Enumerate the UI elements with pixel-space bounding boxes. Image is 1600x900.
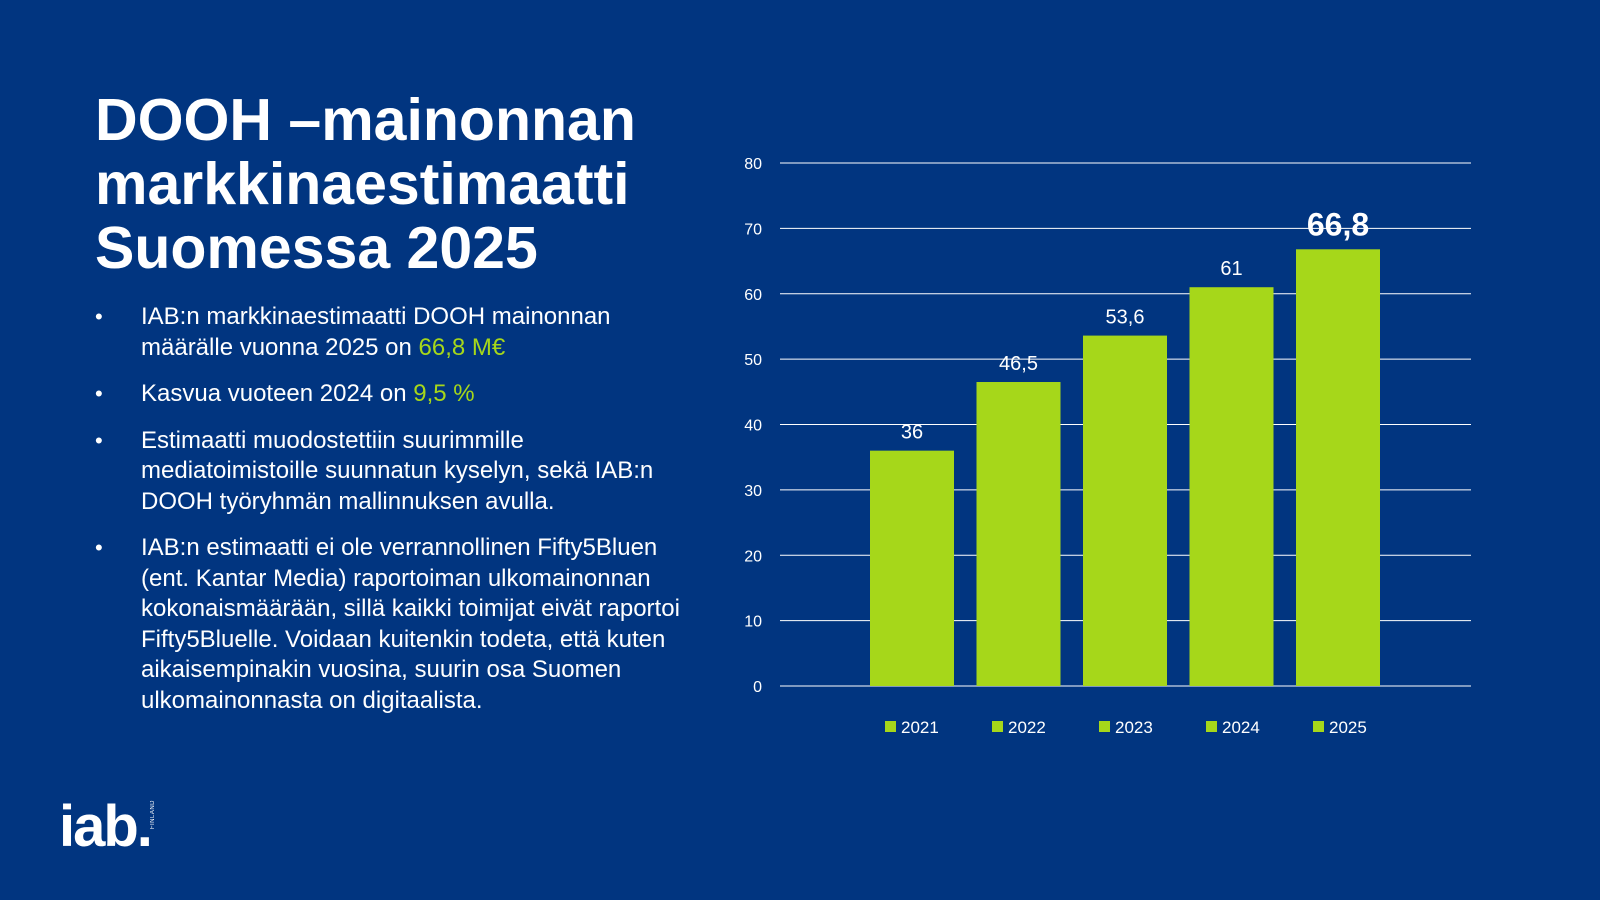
y-tick-label: 0 bbox=[753, 679, 762, 696]
legend-label: 2025 bbox=[1329, 718, 1367, 737]
y-tick-label: 20 bbox=[744, 548, 762, 565]
legend-swatch bbox=[885, 721, 896, 732]
data-label: 66,8 bbox=[1307, 206, 1369, 242]
data-label: 53,6 bbox=[1106, 307, 1145, 329]
bullet-text: IAB:n estimaatti ei ole verrannollinen F… bbox=[141, 534, 680, 714]
bullet-text: Kasvua vuoteen 2024 on bbox=[141, 380, 414, 407]
page-title: DOOH –mainonnan markkinaestimaatti Suome… bbox=[95, 88, 735, 280]
y-tick-label: 10 bbox=[744, 614, 762, 631]
bullet-dot: • bbox=[95, 535, 103, 560]
y-tick-label: 60 bbox=[744, 287, 762, 304]
bullet-item: • IAB:n estimaatti ei ole verrannollinen… bbox=[95, 533, 695, 716]
bullet-item: • Kasvua vuoteen 2024 on 9,5 % bbox=[95, 379, 695, 410]
legend-label: 2021 bbox=[901, 718, 939, 737]
bullet-list: • IAB:n markkinaestimaatti DOOH mainonna… bbox=[95, 302, 695, 732]
legend-label: 2023 bbox=[1115, 718, 1153, 737]
bar bbox=[1189, 287, 1274, 686]
bullet-text: Estimaatti muodostettiin suurimmille med… bbox=[141, 426, 654, 515]
bar bbox=[870, 450, 954, 686]
legend-swatch bbox=[1313, 721, 1324, 732]
bullet-dot: • bbox=[95, 304, 103, 329]
bar bbox=[1296, 249, 1380, 687]
legend-swatch bbox=[992, 721, 1003, 732]
bullet-highlight: 66,8 M€ bbox=[418, 333, 506, 361]
bullet-dot: • bbox=[95, 427, 103, 453]
y-tick-label: 70 bbox=[744, 221, 762, 238]
data-label: 61 bbox=[1220, 258, 1242, 280]
bar bbox=[976, 382, 1061, 686]
title-line-3: Suomessa 2025 bbox=[95, 215, 538, 281]
y-tick-label: 50 bbox=[744, 352, 762, 369]
legend-swatch bbox=[1099, 721, 1110, 732]
y-tick-label: 30 bbox=[744, 483, 762, 500]
title-line-1: DOOH –mainonnan bbox=[95, 87, 636, 153]
legend-swatch bbox=[1206, 721, 1217, 732]
iab-logo: iab. bbox=[59, 794, 153, 859]
bullet-item: • Estimaatti muodostettiin suurimmille m… bbox=[95, 426, 695, 518]
y-tick-label: 80 bbox=[744, 156, 762, 173]
bullet-item: • IAB:n markkinaestimaatti DOOH mainonna… bbox=[95, 302, 695, 363]
bar bbox=[1083, 335, 1167, 686]
bullet-highlight: 9,5 % bbox=[413, 380, 475, 407]
data-label: 36 bbox=[901, 422, 923, 444]
y-tick-label: 40 bbox=[744, 418, 762, 435]
title-line-2: markkinaestimaatti bbox=[95, 151, 630, 217]
legend-label: 2024 bbox=[1222, 718, 1260, 737]
bullet-dot: • bbox=[95, 381, 103, 406]
data-label: 46,5 bbox=[999, 353, 1038, 375]
legend-label: 2022 bbox=[1008, 718, 1046, 737]
bullet-text: IAB:n markkinaestimaatti DOOH mainonnan … bbox=[141, 303, 611, 361]
